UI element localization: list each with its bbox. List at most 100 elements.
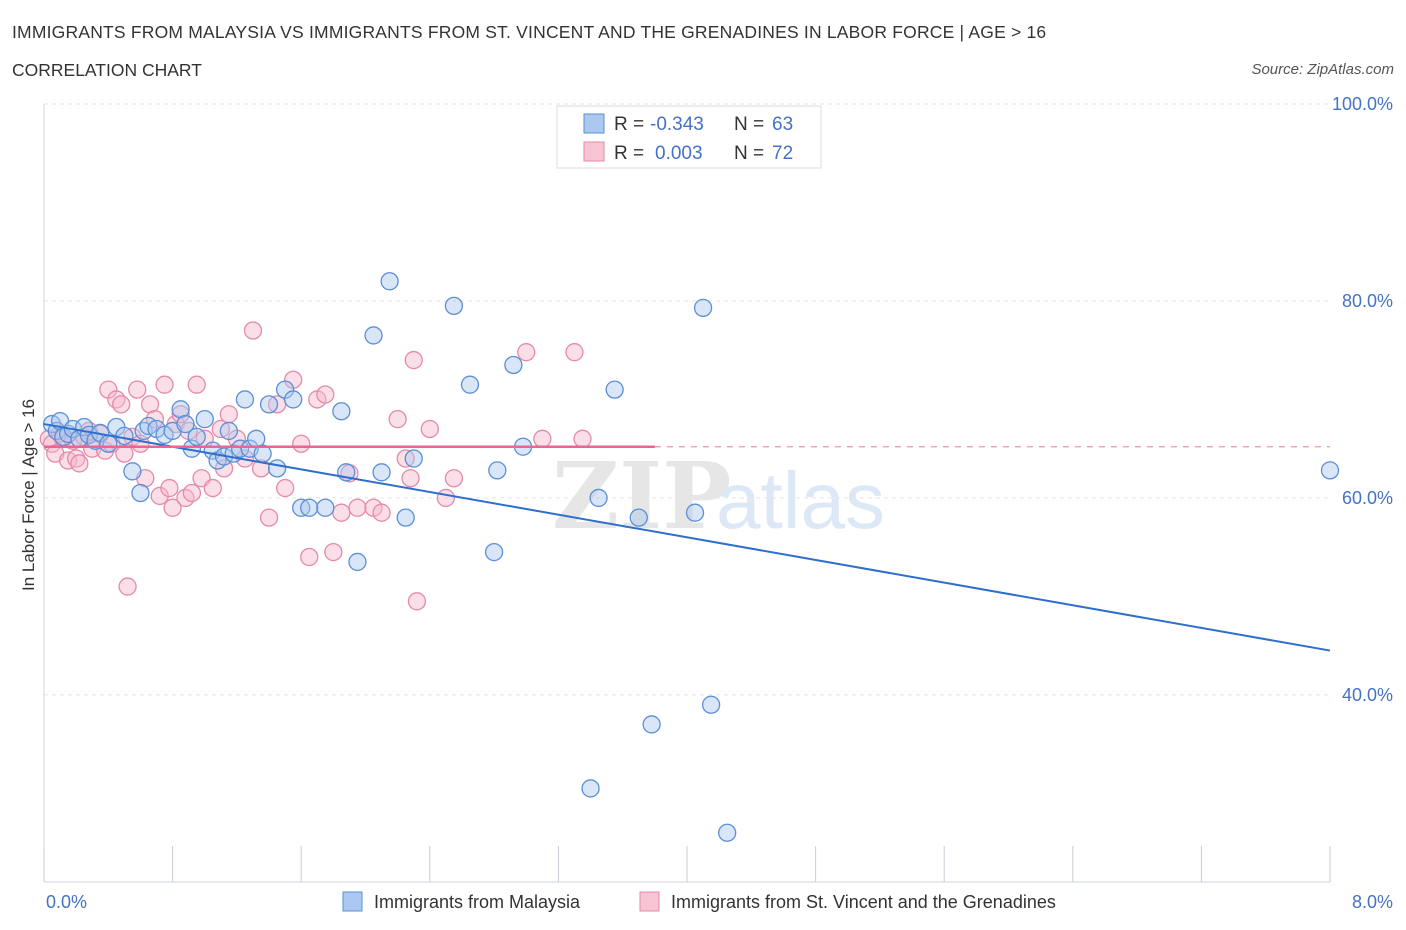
stv-point <box>332 503 351 522</box>
y-axis-label: In Labor Force | Age > 16 <box>19 399 38 591</box>
malaysia-point <box>718 823 737 842</box>
series-legend: Immigrants from Malaysia Immigrants from… <box>342 891 1056 912</box>
legend-r-label-1: R = <box>614 114 644 135</box>
bottom-legend-label-stv: Immigrants from St. Vincent and the Gren… <box>671 892 1056 912</box>
malaysia-point <box>605 380 624 399</box>
legend-r-value-1: -0.343 <box>650 114 704 135</box>
stv-point <box>182 483 202 503</box>
malaysia-point <box>348 552 367 572</box>
stats-legend: R = -0.343 N = 63 R = 0.003 N = 72 <box>556 105 822 169</box>
malaysia-point <box>300 498 319 517</box>
malaysia-point <box>1320 461 1340 480</box>
stv-point <box>171 405 190 424</box>
legend-n-label-1: N = <box>734 114 764 135</box>
malaysia-point <box>372 463 391 482</box>
malaysia-point <box>115 426 134 446</box>
malaysia-point <box>380 272 399 291</box>
malaysia-point <box>693 298 713 318</box>
malaysia-point <box>131 483 150 503</box>
malaysia-point <box>123 462 142 481</box>
legend-n-label-2: N = <box>734 143 764 164</box>
legend-swatch-stv <box>583 141 605 162</box>
stv-point <box>160 478 179 498</box>
watermark-zip: ZIP <box>552 442 731 550</box>
stv-point <box>243 321 263 340</box>
stv-point <box>348 498 367 517</box>
stv-point <box>444 469 464 488</box>
legend-n-value-1: 63 <box>772 114 793 135</box>
stv-point <box>404 350 423 370</box>
stv-point <box>203 478 222 498</box>
legend-r-label-2: R = <box>614 143 644 164</box>
stv-point <box>163 498 182 517</box>
malaysia-point <box>235 390 255 409</box>
malaysia-point <box>267 459 287 478</box>
stv-point <box>388 409 407 429</box>
malaysia-point <box>581 779 600 798</box>
x-tick-label-max: 8.0% <box>1352 892 1393 912</box>
malaysia-point <box>460 375 480 394</box>
malaysia-point <box>444 296 464 316</box>
stv-point <box>155 375 174 394</box>
chart-subtitle: CORRELATION CHART <box>12 60 202 80</box>
stv-point <box>67 449 86 468</box>
y-tick-label: 80.0% <box>1342 291 1393 311</box>
stv-point <box>436 488 456 508</box>
watermark-atlas: atlas <box>716 456 885 545</box>
malaysia-point <box>316 498 335 517</box>
malaysia-point <box>701 695 721 714</box>
x-tick-label-min: 0.0% <box>46 892 87 912</box>
stv-point <box>316 385 335 404</box>
stv-point <box>324 542 343 562</box>
bottom-legend-swatch-malaysia <box>342 891 363 912</box>
stv-point <box>517 343 536 362</box>
stv-point <box>118 577 137 596</box>
stv-point <box>128 380 147 399</box>
y-axis-tick-labels: 100.0% 80.0% 60.0% 40.0% <box>1332 94 1393 705</box>
malaysia-point <box>484 542 504 562</box>
malaysia-point <box>396 508 415 527</box>
malaysia-point <box>284 390 303 409</box>
stv-point <box>401 469 420 488</box>
bottom-legend-swatch-stv <box>639 891 660 912</box>
stv-point <box>115 444 134 463</box>
legend-r-value-2: 0.003 <box>655 143 703 164</box>
malaysia-point <box>176 414 195 434</box>
stv-point <box>187 375 206 394</box>
malaysia-point <box>629 508 648 527</box>
malaysia-trend-line <box>43 423 1331 652</box>
chart-title: IMMIGRANTS FROM MALAYSIA VS IMMIGRANTS F… <box>12 22 1047 42</box>
stv-point <box>372 503 391 522</box>
malaysia-point <box>259 395 279 414</box>
x-axis-ticks <box>43 846 1331 882</box>
series-malaysia-points <box>42 272 1340 842</box>
malaysia-point <box>364 326 383 345</box>
malaysia-point <box>589 488 608 508</box>
bottom-legend-label-malaysia: Immigrants from Malaysia <box>374 892 581 912</box>
stv-point <box>407 592 427 611</box>
watermark: ZIP atlas <box>552 442 885 550</box>
stv-point <box>219 405 239 424</box>
stv-point <box>565 343 584 362</box>
stv-point <box>70 454 89 473</box>
stv-point <box>420 419 439 439</box>
legend-n-value-2: 72 <box>772 143 793 164</box>
legend-swatch-malaysia <box>583 113 605 134</box>
stv-point <box>533 429 552 448</box>
malaysia-point <box>685 503 705 522</box>
stv-point <box>259 508 279 527</box>
y-tick-label: 40.0% <box>1342 685 1393 705</box>
x-axis-tick-labels: 0.0% 8.0% <box>46 892 1393 912</box>
source-label: Source: ZipAtlas.com <box>1251 61 1394 78</box>
trend-lines <box>43 423 1331 652</box>
malaysia-point <box>99 434 118 453</box>
malaysia-point <box>404 449 423 468</box>
malaysia-point <box>195 409 214 429</box>
gridlines <box>44 103 1330 696</box>
stv-point <box>275 478 295 498</box>
malaysia-point <box>504 355 523 375</box>
y-tick-label: 60.0% <box>1342 488 1393 508</box>
malaysia-point <box>219 421 239 441</box>
malaysia-point <box>642 715 661 734</box>
